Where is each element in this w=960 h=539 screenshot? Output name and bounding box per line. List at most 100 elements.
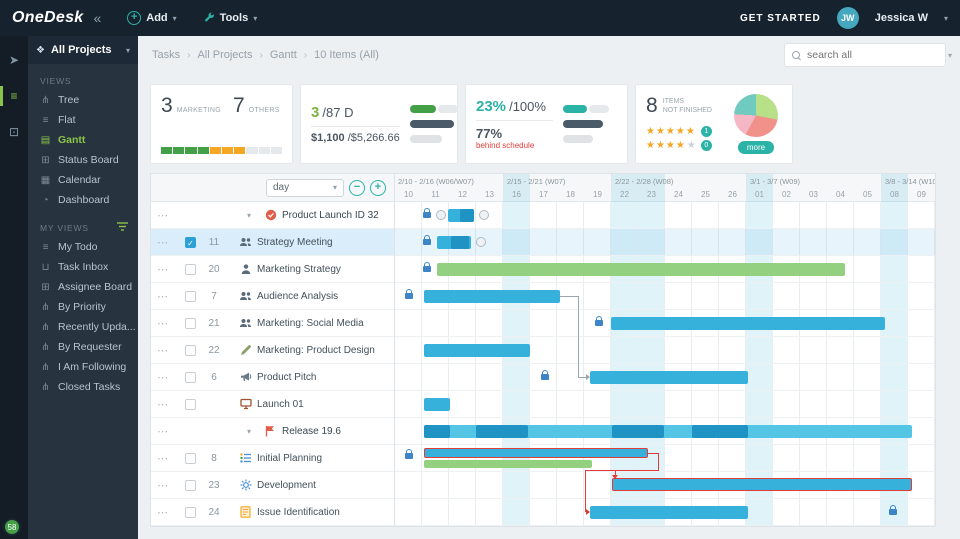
task-name[interactable]: Marketing Strategy <box>257 264 341 275</box>
sidebar-item-i-am-following[interactable]: ⋔ I Am Following <box>28 357 138 377</box>
task-name[interactable]: Marketing: Product Design <box>257 345 375 356</box>
row-menu-icon[interactable]: ⋯ <box>157 209 175 222</box>
breadcrumb-tasks[interactable]: Tasks <box>152 49 180 61</box>
row-menu-icon[interactable]: ⋯ <box>157 263 175 276</box>
row-checkbox[interactable] <box>185 291 196 302</box>
sidebar-item-status-board[interactable]: ⊞ Status Board <box>28 150 138 170</box>
task-row-group[interactable]: ⋯ ▾ Release 19.6 <box>151 418 394 445</box>
row-menu-icon[interactable]: ⋯ <box>157 479 175 492</box>
task-row[interactable]: ⋯ ✓ 11 Strategy Meeting <box>151 229 394 256</box>
tools-button[interactable]: Tools ▾ <box>203 12 258 24</box>
sidebar-item-my-todo[interactable]: ≡ My Todo <box>28 237 138 257</box>
row-menu-icon[interactable]: ⋯ <box>157 317 175 330</box>
get-started-button[interactable]: GET STARTED <box>740 13 821 24</box>
task-name[interactable]: Product Pitch <box>257 372 316 383</box>
zoom-out-button[interactable]: − <box>349 180 365 196</box>
tickets-app-icon[interactable]: ⊡ <box>0 122 28 142</box>
gantt-bar[interactable] <box>437 236 471 249</box>
sidebar-item-by-requester[interactable]: ⋔ By Requester <box>28 337 138 357</box>
row-checkbox[interactable] <box>185 264 196 275</box>
task-row[interactable]: ⋯ 7 Audience Analysis <box>151 283 394 310</box>
sidebar-item-gantt[interactable]: ▤ Gantt <box>28 130 138 150</box>
search-box[interactable]: ▾ <box>784 43 946 67</box>
row-menu-icon[interactable]: ⋯ <box>157 452 175 465</box>
chat-badge[interactable]: 58 <box>3 518 21 536</box>
row-menu-icon[interactable]: ⋯ <box>157 371 175 384</box>
task-name[interactable]: Audience Analysis <box>257 291 338 302</box>
breadcrumb-gantt[interactable]: Gantt <box>270 49 297 61</box>
task-row[interactable]: ⋯ 6 Product Pitch <box>151 364 394 391</box>
gantt-bar[interactable] <box>590 506 748 519</box>
task-name[interactable]: Marketing: Social Media <box>257 318 364 329</box>
gantt-bar[interactable] <box>437 263 845 276</box>
gantt-bar[interactable] <box>424 344 530 357</box>
row-checkbox[interactable]: ✓ <box>185 237 196 248</box>
task-row[interactable]: ⋯ Launch 01 <box>151 391 394 418</box>
gantt-bar-critical[interactable] <box>612 478 912 491</box>
row-menu-icon[interactable]: ⋯ <box>157 425 175 438</box>
task-row[interactable]: ⋯ 8 Initial Planning <box>151 445 394 472</box>
row-checkbox[interactable] <box>185 318 196 329</box>
add-button[interactable]: + Add ▾ <box>127 11 176 25</box>
task-name[interactable]: Release 19.6 <box>282 426 341 437</box>
zoom-level-select[interactable]: day ▾ <box>266 179 344 197</box>
task-row[interactable]: ⋯ 24 Issue Identification <box>151 499 394 526</box>
breadcrumb-items-count[interactable]: 10 Items (All) <box>314 49 379 61</box>
sidebar-item-flat[interactable]: ≡ Flat <box>28 110 138 130</box>
task-row[interactable]: ⋯ 21 Marketing: Social Media <box>151 310 394 337</box>
row-menu-icon[interactable]: ⋯ <box>157 398 175 411</box>
row-menu-icon[interactable]: ⋯ <box>157 506 175 519</box>
row-checkbox[interactable] <box>185 480 196 491</box>
gantt-bar[interactable] <box>611 317 885 330</box>
task-name[interactable]: Issue Identification <box>257 507 340 518</box>
zoom-in-button[interactable]: + <box>370 180 386 196</box>
sidebar-item-dashboard[interactable]: ◔ Dashboard <box>28 190 138 210</box>
collapse-caret-icon[interactable]: ▾ <box>247 211 251 220</box>
chevron-down-icon[interactable]: ▾ <box>944 14 948 23</box>
sidebar-item-recently-updated[interactable]: ⋔ Recently Upda... <box>28 317 138 337</box>
share-icon[interactable]: ➤ <box>0 50 28 70</box>
row-checkbox[interactable] <box>185 399 196 410</box>
sidebar-item-closed-tasks[interactable]: ⋔ Closed Tasks <box>28 377 138 397</box>
task-row[interactable]: ⋯ 23 Development <box>151 472 394 499</box>
task-row[interactable]: ⋯ 20 Marketing Strategy <box>151 256 394 283</box>
gantt-bar[interactable] <box>424 398 450 411</box>
collapse-sidebar-icon[interactable]: « <box>93 10 101 26</box>
gantt-bar[interactable] <box>590 371 748 384</box>
task-name[interactable]: Strategy Meeting <box>257 237 333 248</box>
row-checkbox[interactable] <box>185 345 196 356</box>
search-input[interactable] <box>807 49 942 61</box>
user-avatar[interactable]: JW <box>837 7 859 29</box>
task-name[interactable]: Launch 01 <box>257 399 304 410</box>
sidebar-item-by-priority[interactable]: ⋔ By Priority <box>28 297 138 317</box>
row-checkbox[interactable] <box>185 453 196 464</box>
chevron-down-icon[interactable]: ▾ <box>948 51 952 60</box>
task-row-group[interactable]: ⋯ ▾ Product Launch ID 32 <box>151 202 394 229</box>
tasks-app-icon[interactable]: ≡ <box>0 86 28 106</box>
breadcrumb-all-projects[interactable]: All Projects <box>197 49 252 61</box>
row-menu-icon[interactable]: ⋯ <box>157 236 175 249</box>
task-name[interactable]: Initial Planning <box>257 453 322 464</box>
project-selector[interactable]: ❖ All Projects ▾ <box>28 36 138 64</box>
sidebar-item-assignee-board[interactable]: ⊞ Assignee Board <box>28 277 138 297</box>
user-name[interactable]: Jessica W <box>875 12 928 24</box>
row-checkbox[interactable] <box>185 372 196 383</box>
row-menu-icon[interactable]: ⋯ <box>157 290 175 303</box>
collapse-caret-icon[interactable]: ▾ <box>247 427 251 436</box>
task-name[interactable]: Development <box>257 480 316 491</box>
gantt-bar-critical[interactable] <box>424 448 648 458</box>
sidebar-item-tree[interactable]: ⋔ Tree <box>28 90 138 110</box>
gantt-summary-bar[interactable] <box>424 425 912 438</box>
row-checkbox[interactable] <box>185 507 196 518</box>
row-menu-icon[interactable]: ⋯ <box>157 344 175 357</box>
gantt-progress-bar[interactable] <box>424 460 592 468</box>
filter-icon[interactable] <box>117 222 128 233</box>
sidebar-item-label: Task Inbox <box>58 261 108 273</box>
more-button[interactable]: more <box>738 141 774 154</box>
gantt-bar[interactable] <box>448 209 474 222</box>
sidebar-item-task-inbox[interactable]: ⊔ Task Inbox <box>28 257 138 277</box>
sidebar-item-calendar[interactable]: ▦ Calendar <box>28 170 138 190</box>
gantt-bar[interactable] <box>424 290 560 303</box>
task-name[interactable]: Product Launch ID 32 <box>282 210 379 221</box>
task-row[interactable]: ⋯ 22 Marketing: Product Design <box>151 337 394 364</box>
